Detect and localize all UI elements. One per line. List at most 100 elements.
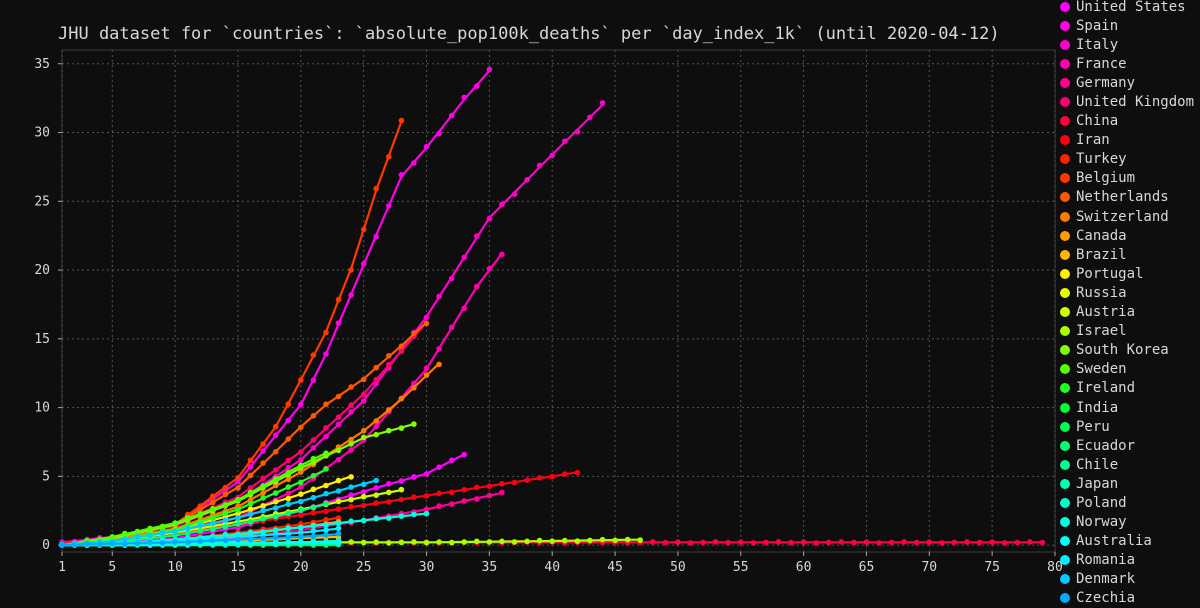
data-point: [436, 490, 442, 497]
legend-label: Japan: [1076, 475, 1119, 492]
data-point: [272, 476, 279, 482]
data-point: [310, 445, 317, 451]
data-point: [298, 484, 304, 490]
data-point: [323, 401, 329, 408]
data-point: [964, 539, 970, 545]
legend-label: Ireland: [1076, 380, 1136, 397]
x-tick-label: 5: [108, 560, 116, 575]
data-point: [247, 536, 254, 543]
data-point: [461, 94, 468, 101]
data-point: [637, 537, 643, 543]
data-point: [423, 372, 430, 378]
data-point: [109, 540, 116, 547]
data-point: [448, 275, 455, 282]
data-point: [285, 525, 292, 531]
data-point: [260, 448, 266, 454]
data-point: [298, 479, 304, 486]
data-point: [423, 493, 430, 499]
legend-label: Turkey: [1076, 151, 1127, 168]
data-point: [235, 507, 241, 513]
data-point: [373, 185, 380, 192]
data-point: [172, 539, 178, 545]
legend-marker-icon: [1060, 345, 1070, 356]
data-point: [335, 540, 342, 546]
x-tick-label: 25: [356, 560, 372, 575]
legend-label: Switzerland: [1076, 208, 1169, 225]
data-point: [461, 451, 468, 458]
data-point: [272, 467, 279, 473]
data-point: [448, 457, 455, 464]
data-point: [989, 539, 995, 545]
x-tick-label: 15: [230, 560, 246, 575]
legend-marker-icon: [1060, 173, 1070, 184]
data-point: [800, 539, 807, 545]
data-point: [260, 490, 266, 496]
data-point: [323, 527, 329, 533]
y-tick-label: 15: [34, 332, 50, 347]
legend-label: Poland: [1076, 494, 1127, 511]
data-point: [235, 474, 241, 481]
data-point: [700, 539, 706, 546]
data-point: [398, 117, 405, 124]
data-point: [411, 494, 417, 500]
data-point: [247, 489, 254, 496]
data-point: [474, 283, 480, 290]
data-point: [335, 457, 342, 463]
data-point: [298, 507, 304, 513]
data-point: [235, 515, 241, 521]
data-point: [335, 296, 342, 303]
data-point: [448, 501, 455, 507]
data-point: [386, 353, 392, 359]
legend-label: Sweden: [1076, 361, 1127, 378]
data-point: [134, 528, 141, 535]
data-point: [335, 520, 342, 526]
data-point: [411, 474, 417, 480]
legend-item: Chile: [1060, 455, 1200, 474]
data-point: [184, 525, 191, 532]
series-czechia: [59, 530, 342, 548]
legend-label: Norway: [1076, 514, 1127, 531]
data-point: [750, 540, 757, 546]
data-point: [210, 526, 216, 533]
data-point: [235, 478, 241, 485]
data-point: [247, 511, 254, 518]
data-point: [398, 496, 405, 503]
data-point: [574, 129, 581, 135]
legend-label: Netherlands: [1076, 189, 1169, 206]
data-point: [461, 498, 468, 504]
data-point: [210, 520, 216, 527]
data-point: [184, 515, 191, 521]
x-tick-label: 45: [607, 560, 623, 575]
data-point: [926, 539, 933, 545]
data-point: [436, 361, 442, 368]
legend-marker-icon: [1060, 230, 1070, 241]
data-point: [335, 525, 342, 532]
legend-item: Turkey: [1060, 150, 1200, 169]
x-tick-label: 55: [733, 560, 749, 575]
data-point: [172, 529, 178, 535]
data-point: [247, 457, 254, 464]
legend-marker-icon: [1060, 383, 1070, 394]
series-line: [61, 252, 503, 547]
data-point: [360, 398, 367, 404]
data-point: [134, 540, 141, 546]
data-point: [411, 539, 417, 545]
data-point: [210, 506, 216, 512]
data-point: [260, 441, 266, 447]
legend-marker-icon: [1060, 58, 1070, 69]
data-point: [285, 436, 292, 442]
data-point: [260, 539, 266, 546]
legend-label: Spain: [1076, 17, 1119, 34]
data-point: [499, 201, 505, 208]
legend-marker-icon: [1060, 517, 1070, 528]
legend-item: Norway: [1060, 513, 1200, 532]
x-tick-label: 10: [167, 560, 183, 575]
data-point: [335, 498, 342, 505]
legend-item: Japan: [1060, 474, 1200, 493]
legend-marker-icon: [1060, 1, 1070, 12]
legend-marker-icon: [1060, 536, 1070, 547]
data-point: [298, 539, 304, 545]
data-point: [436, 130, 442, 137]
legend-marker-icon: [1060, 421, 1070, 432]
legend-label: Russia: [1076, 284, 1127, 301]
